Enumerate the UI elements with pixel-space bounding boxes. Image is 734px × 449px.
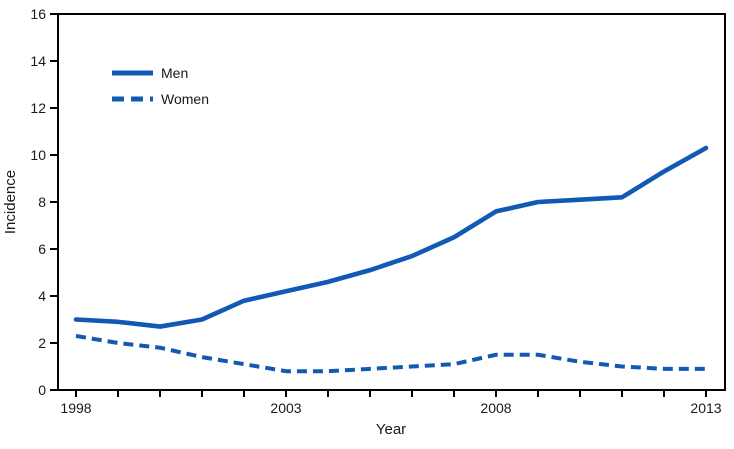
- y-tick-label: 4: [38, 288, 46, 304]
- x-axis-tick-labels: 1998 2003 2008 2013: [60, 400, 721, 416]
- x-tick-label: 2013: [690, 400, 721, 416]
- legend-women-label: Women: [161, 91, 209, 107]
- y-tick-label: 6: [38, 241, 46, 257]
- y-axis-ticks: [50, 13, 58, 391]
- x-tick-label: 2003: [270, 400, 301, 416]
- y-axis-title: Incidence: [2, 170, 19, 234]
- y-tick-label: 0: [38, 382, 46, 398]
- x-axis-ticks: [75, 390, 707, 397]
- x-tick-label: 1998: [60, 400, 91, 416]
- women-series-line: [75, 333, 706, 374]
- x-axis-title: Year: [376, 421, 406, 438]
- y-tick-label: 12: [30, 100, 46, 116]
- plot-frame: [57, 13, 726, 391]
- y-tick-label: 2: [38, 335, 46, 351]
- x-tick-label: 2008: [480, 400, 511, 416]
- y-tick-label: 10: [30, 147, 46, 163]
- legend-men-label: Men: [161, 65, 188, 81]
- y-tick-label: 8: [38, 194, 46, 210]
- legend: Men Women: [112, 65, 209, 107]
- y-tick-label: 14: [30, 53, 46, 69]
- y-tick-label: 16: [30, 6, 46, 22]
- men-series-line: [73, 145, 709, 329]
- y-axis-tick-labels: 0 2 4 6 8 10 12 14 16: [30, 6, 46, 398]
